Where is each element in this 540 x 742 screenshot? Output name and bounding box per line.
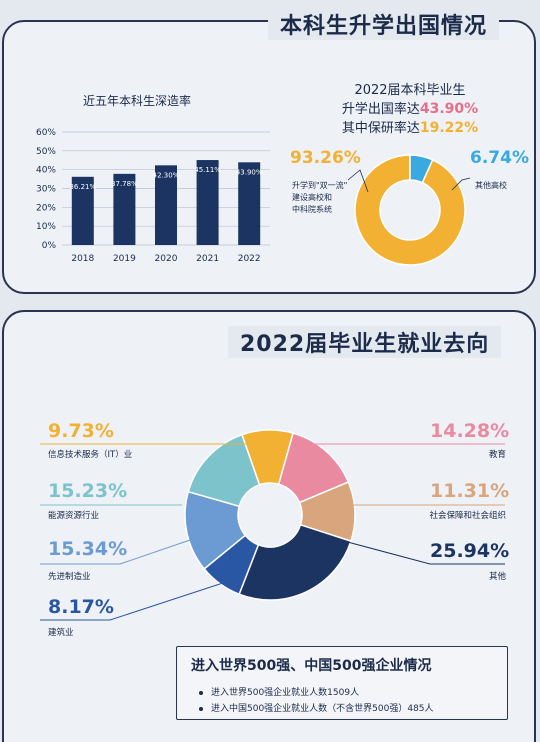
x-tick-label: 2022 xyxy=(238,254,261,264)
bar xyxy=(155,165,177,245)
x-tick-label: 2018 xyxy=(71,254,94,264)
label-energy-pct: 15.23% xyxy=(48,480,128,502)
section2-title: 2022届毕业生就业去向 xyxy=(228,326,502,358)
bar xyxy=(238,162,261,245)
label-construction-name: 建筑业 xyxy=(48,628,74,638)
slice-other-universities xyxy=(409,154,434,184)
label-construction-pct: 8.17% xyxy=(48,596,114,618)
slice-double-first-class xyxy=(354,154,466,266)
bar-chart: 0% 10% 20% 30% 40% 50% 60% 36.21% 2018 37.78% 2019… xyxy=(36,128,270,264)
bar-value-label: 37.78% xyxy=(111,180,138,188)
slice-other xyxy=(238,523,352,601)
section1-title: 本科生升学出国情况 xyxy=(268,8,500,40)
donut1-left-pct: 93.26% xyxy=(290,148,361,168)
label-education-name: 教育 xyxy=(488,450,506,460)
bar xyxy=(113,173,136,245)
bar-chart-title: 近五年本科生深造率 xyxy=(83,94,192,108)
label-energy-name: 能源资源行业 xyxy=(48,511,100,521)
y-tick-label: 0% xyxy=(42,241,57,251)
x-tick-label: 2020 xyxy=(155,254,178,264)
donut1-leader-lines xyxy=(347,169,471,193)
label-it-pct: 9.73% xyxy=(48,420,114,442)
x-tick-label: 2019 xyxy=(113,254,136,264)
top500-box: 进入世界500强、中国500强企业情况 进入世界500强企业就业人数1509人 … xyxy=(176,646,508,720)
label-social-name: 社会保障和社会组织 xyxy=(429,511,506,521)
slice-energy xyxy=(187,433,261,508)
bar-value-label: 36.21% xyxy=(69,183,96,191)
donut1-right-label: 其他高校 xyxy=(475,181,507,190)
bar-value-label: 45.11% xyxy=(194,166,221,174)
y-tick-label: 30% xyxy=(36,185,56,195)
rate-summary: 2022届本科毕业生 升学出国率达43.90% 其中保研率达19.22% xyxy=(300,82,520,138)
bar xyxy=(71,176,94,245)
label-other-name: 其他 xyxy=(488,572,506,582)
label-other-pct: 25.94% xyxy=(430,540,510,562)
y-tick-label: 60% xyxy=(36,128,56,138)
donut1-right-pct: 6.74% xyxy=(470,148,529,168)
label-it-name: 信息技术服务（IT）业 xyxy=(48,450,133,460)
top500-item-world: 进入世界500强企业就业人数1509人 xyxy=(199,685,359,698)
rate-line3: 其中保研率达19.22% xyxy=(341,120,479,136)
label-social-pct: 11.31% xyxy=(430,480,510,502)
donut2-leader-lines xyxy=(40,443,505,621)
bar-value-label: 43.90% xyxy=(236,168,263,176)
rate-further-study-value: 43.90% xyxy=(419,101,479,117)
bar xyxy=(196,160,219,245)
y-tick-label: 40% xyxy=(36,166,56,176)
x-tick-label: 2021 xyxy=(196,254,219,264)
y-tick-label: 50% xyxy=(36,147,56,157)
label-education-pct: 14.28% xyxy=(430,420,510,442)
label-manufacturing-name: 先进制造业 xyxy=(48,572,91,582)
top500-item-china: 进入中国500强企业就业人数（不含世界500强）485人 xyxy=(199,701,434,714)
rate-line2: 升学出国率达43.90% xyxy=(341,101,479,117)
rate-line1: 2022届本科毕业生 xyxy=(354,83,466,98)
donut-chart-2 xyxy=(184,429,356,601)
label-manufacturing-pct: 15.34% xyxy=(48,538,128,560)
y-tick-label: 10% xyxy=(36,222,56,232)
donut-chart-1 xyxy=(354,154,466,266)
donut1-left-label: 升学到"双一流" 建设高校和 中科院系统 xyxy=(292,181,348,214)
bar-value-label: 42.30% xyxy=(153,171,180,179)
y-tick-label: 20% xyxy=(36,203,56,213)
rate-recommend-value: 19.22% xyxy=(419,120,479,136)
top500-title: 进入世界500强、中国500强企业情况 xyxy=(191,658,432,674)
